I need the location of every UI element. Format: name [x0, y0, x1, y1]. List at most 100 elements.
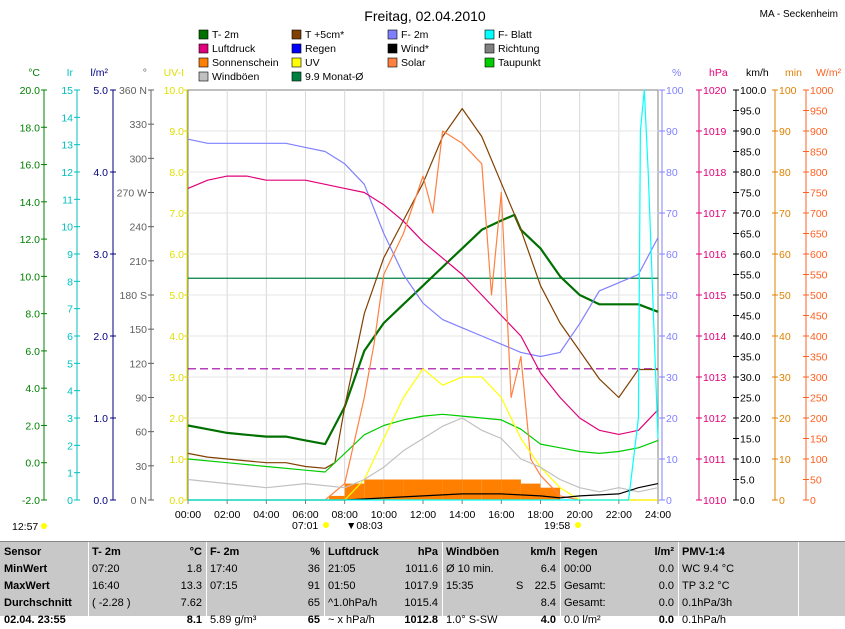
axis-tick-wind: 15.0: [740, 434, 761, 446]
stat-header-title: Sensor: [4, 546, 42, 558]
axis-tick-ir: 14: [61, 112, 73, 124]
y-axes: °C20.018.016.014.012.010.08.06.04.02.00.…: [20, 67, 842, 507]
stat-cell-value: 1011.6: [405, 563, 438, 575]
stat-row: MaxWert: [4, 578, 84, 595]
sunrise-time: 07:01: [292, 520, 318, 532]
stat-header-unit: hPa: [417, 546, 438, 558]
x-tick-label: 16:00: [488, 509, 514, 521]
axis-tick-hum: 90: [666, 126, 678, 138]
axis-tick-dir: 0 N: [131, 495, 147, 507]
axis-unit-min: min: [785, 67, 802, 79]
sun-events: 12:57 07:01 ▼08:03 19:58: [12, 520, 581, 533]
stat-row: 65: [210, 595, 320, 612]
stat-cell-value: 8.4: [540, 597, 556, 609]
axis-tick-ir: 6: [67, 331, 73, 343]
stat-cell-value: 7.62: [180, 597, 202, 609]
sunshine-bar: [520, 483, 541, 500]
stat-row: TP 3.2 °C: [682, 578, 794, 595]
stat-row: 07:15 91: [210, 578, 320, 595]
axis-unit-uv: UV-I: [164, 67, 184, 79]
legend-label-regen: Regen: [305, 43, 336, 55]
legend-label-sonnenschein: Sonnenschein: [212, 57, 279, 69]
series-line-t-5cm: [187, 107, 658, 469]
axis-tick-temp: 4.0: [25, 383, 40, 395]
uvstart-time: ▼08:03: [346, 520, 383, 532]
legend-label-t-5cm: T +5cm*: [305, 29, 344, 41]
axis-tick-uv: 3.0: [169, 372, 184, 384]
weather-chart: Freitag, 02.04.2010 MA - Seckenheim T- 2…: [12, 8, 842, 533]
stat-column-windb-en: Windböen km/h Ø 10 min. 6.4 15:35 S 22.5 8.4 1.0…: [442, 542, 561, 626]
x-tick-label: 12:00: [410, 509, 436, 521]
legend-swatch-f-2m: [387, 29, 398, 40]
axis-tick-press: 1011: [703, 454, 726, 466]
series-line-taupunkt: [187, 413, 659, 473]
stat-row: 01:50 1017.9: [328, 578, 438, 595]
legend-swatch-9-9-monat: [291, 71, 302, 82]
axis-tick-dir: 120: [129, 358, 147, 370]
axis-tick-temp: 8.0: [25, 309, 40, 321]
axis-tick-ir: 9: [67, 249, 73, 261]
legend-swatch-regen: [291, 43, 302, 54]
axis-tick-solar: 350: [810, 352, 828, 364]
legend-label-windb-en: Windböen: [212, 71, 259, 83]
axis-tick-ir: 5: [67, 358, 73, 370]
axis-tick-dir: 180 S: [120, 290, 147, 302]
axis-tick-wind: 0.0: [740, 495, 755, 507]
stat-cell-label: 01:50: [328, 580, 356, 592]
stat-cell-label: TP 3.2 °C: [682, 580, 730, 592]
axis-tick-hum: 50: [666, 290, 678, 302]
axis-tick-dir: 300: [129, 153, 147, 165]
axis-tick-rain: 0.0: [93, 495, 108, 507]
axis-tick-hum: 0: [666, 495, 672, 507]
stat-cell-label: ^1.0hPa/h: [328, 597, 378, 609]
x-tick-label: 04:00: [253, 509, 279, 521]
axis-tick-temp: 10.0: [20, 271, 41, 283]
stat-cell-value: 91: [307, 580, 320, 592]
axis-tick-temp: 6.0: [25, 346, 40, 358]
axis-tick-hum: 80: [666, 167, 678, 179]
axis-tick-dir: 150: [129, 324, 147, 336]
axis-tick-press: 1012: [703, 413, 727, 425]
stat-cell-value: 0.0: [658, 597, 674, 609]
x-tick-label: 06:00: [292, 509, 318, 521]
axis-tick-press: 1020: [703, 85, 727, 97]
sunshine-bar: [481, 479, 502, 500]
stat-column-sensor: Sensor MinWert MaxWert Durchschnitt 02.04. 2…: [0, 542, 89, 626]
legend-swatch-solar: [387, 57, 398, 68]
axis-tick-solar: 600: [810, 249, 828, 261]
stat-cell-label: 07:20: [92, 563, 120, 575]
sunshine-bar: [442, 479, 463, 500]
legend-swatch-wind: [387, 43, 398, 54]
legend-label-f-blatt: F- Blatt: [498, 29, 532, 41]
stat-row: Ø 10 min. 6.4: [446, 561, 556, 578]
axis-tick-dir: 30: [135, 461, 147, 473]
stat-row: 00:00 0.0: [564, 561, 674, 578]
axis-tick-temp: 18.0: [20, 122, 41, 134]
stat-cell-label: MinWert: [4, 563, 48, 575]
axis-tick-press: 1015: [703, 290, 727, 302]
axis-tick-min: 10: [779, 454, 791, 466]
axis-tick-wind: 100.0: [740, 85, 766, 97]
axis-tick-uv: 9.0: [169, 126, 184, 138]
x-tick-label: 18:00: [527, 509, 553, 521]
axis-tick-solar: 150: [810, 434, 828, 446]
axis-tick-solar: 750: [810, 188, 828, 200]
axis-tick-uv: 7.0: [169, 208, 184, 220]
axis-tick-wind: 75.0: [740, 188, 761, 200]
legend-label-9-9-monat: 9.9 Monat-Ø: [305, 71, 363, 83]
x-tick-label: 20:00: [567, 509, 593, 521]
legend-label-solar: Solar: [401, 57, 426, 69]
axis-tick-min: 80: [779, 167, 791, 179]
axis-tick-solar: 300: [810, 372, 828, 384]
legend-swatch-windb-en: [198, 71, 209, 82]
axis-tick-ir: 11: [62, 194, 73, 206]
axis-tick-uv: 0.0: [169, 495, 184, 507]
stat-cell-label: 00:00: [564, 563, 592, 575]
axis-tick-wind: 25.0: [740, 393, 761, 405]
axis-tick-ir: 13: [61, 140, 73, 152]
stat-column-header: Regen l/m²: [564, 544, 674, 561]
axis-unit-dir: °: [143, 67, 147, 79]
stat-column-header: Sensor: [4, 544, 84, 561]
stat-row: ^1.0hPa/h 1015.4: [328, 595, 438, 612]
stat-row: 15:35 S 22.5: [446, 578, 556, 595]
